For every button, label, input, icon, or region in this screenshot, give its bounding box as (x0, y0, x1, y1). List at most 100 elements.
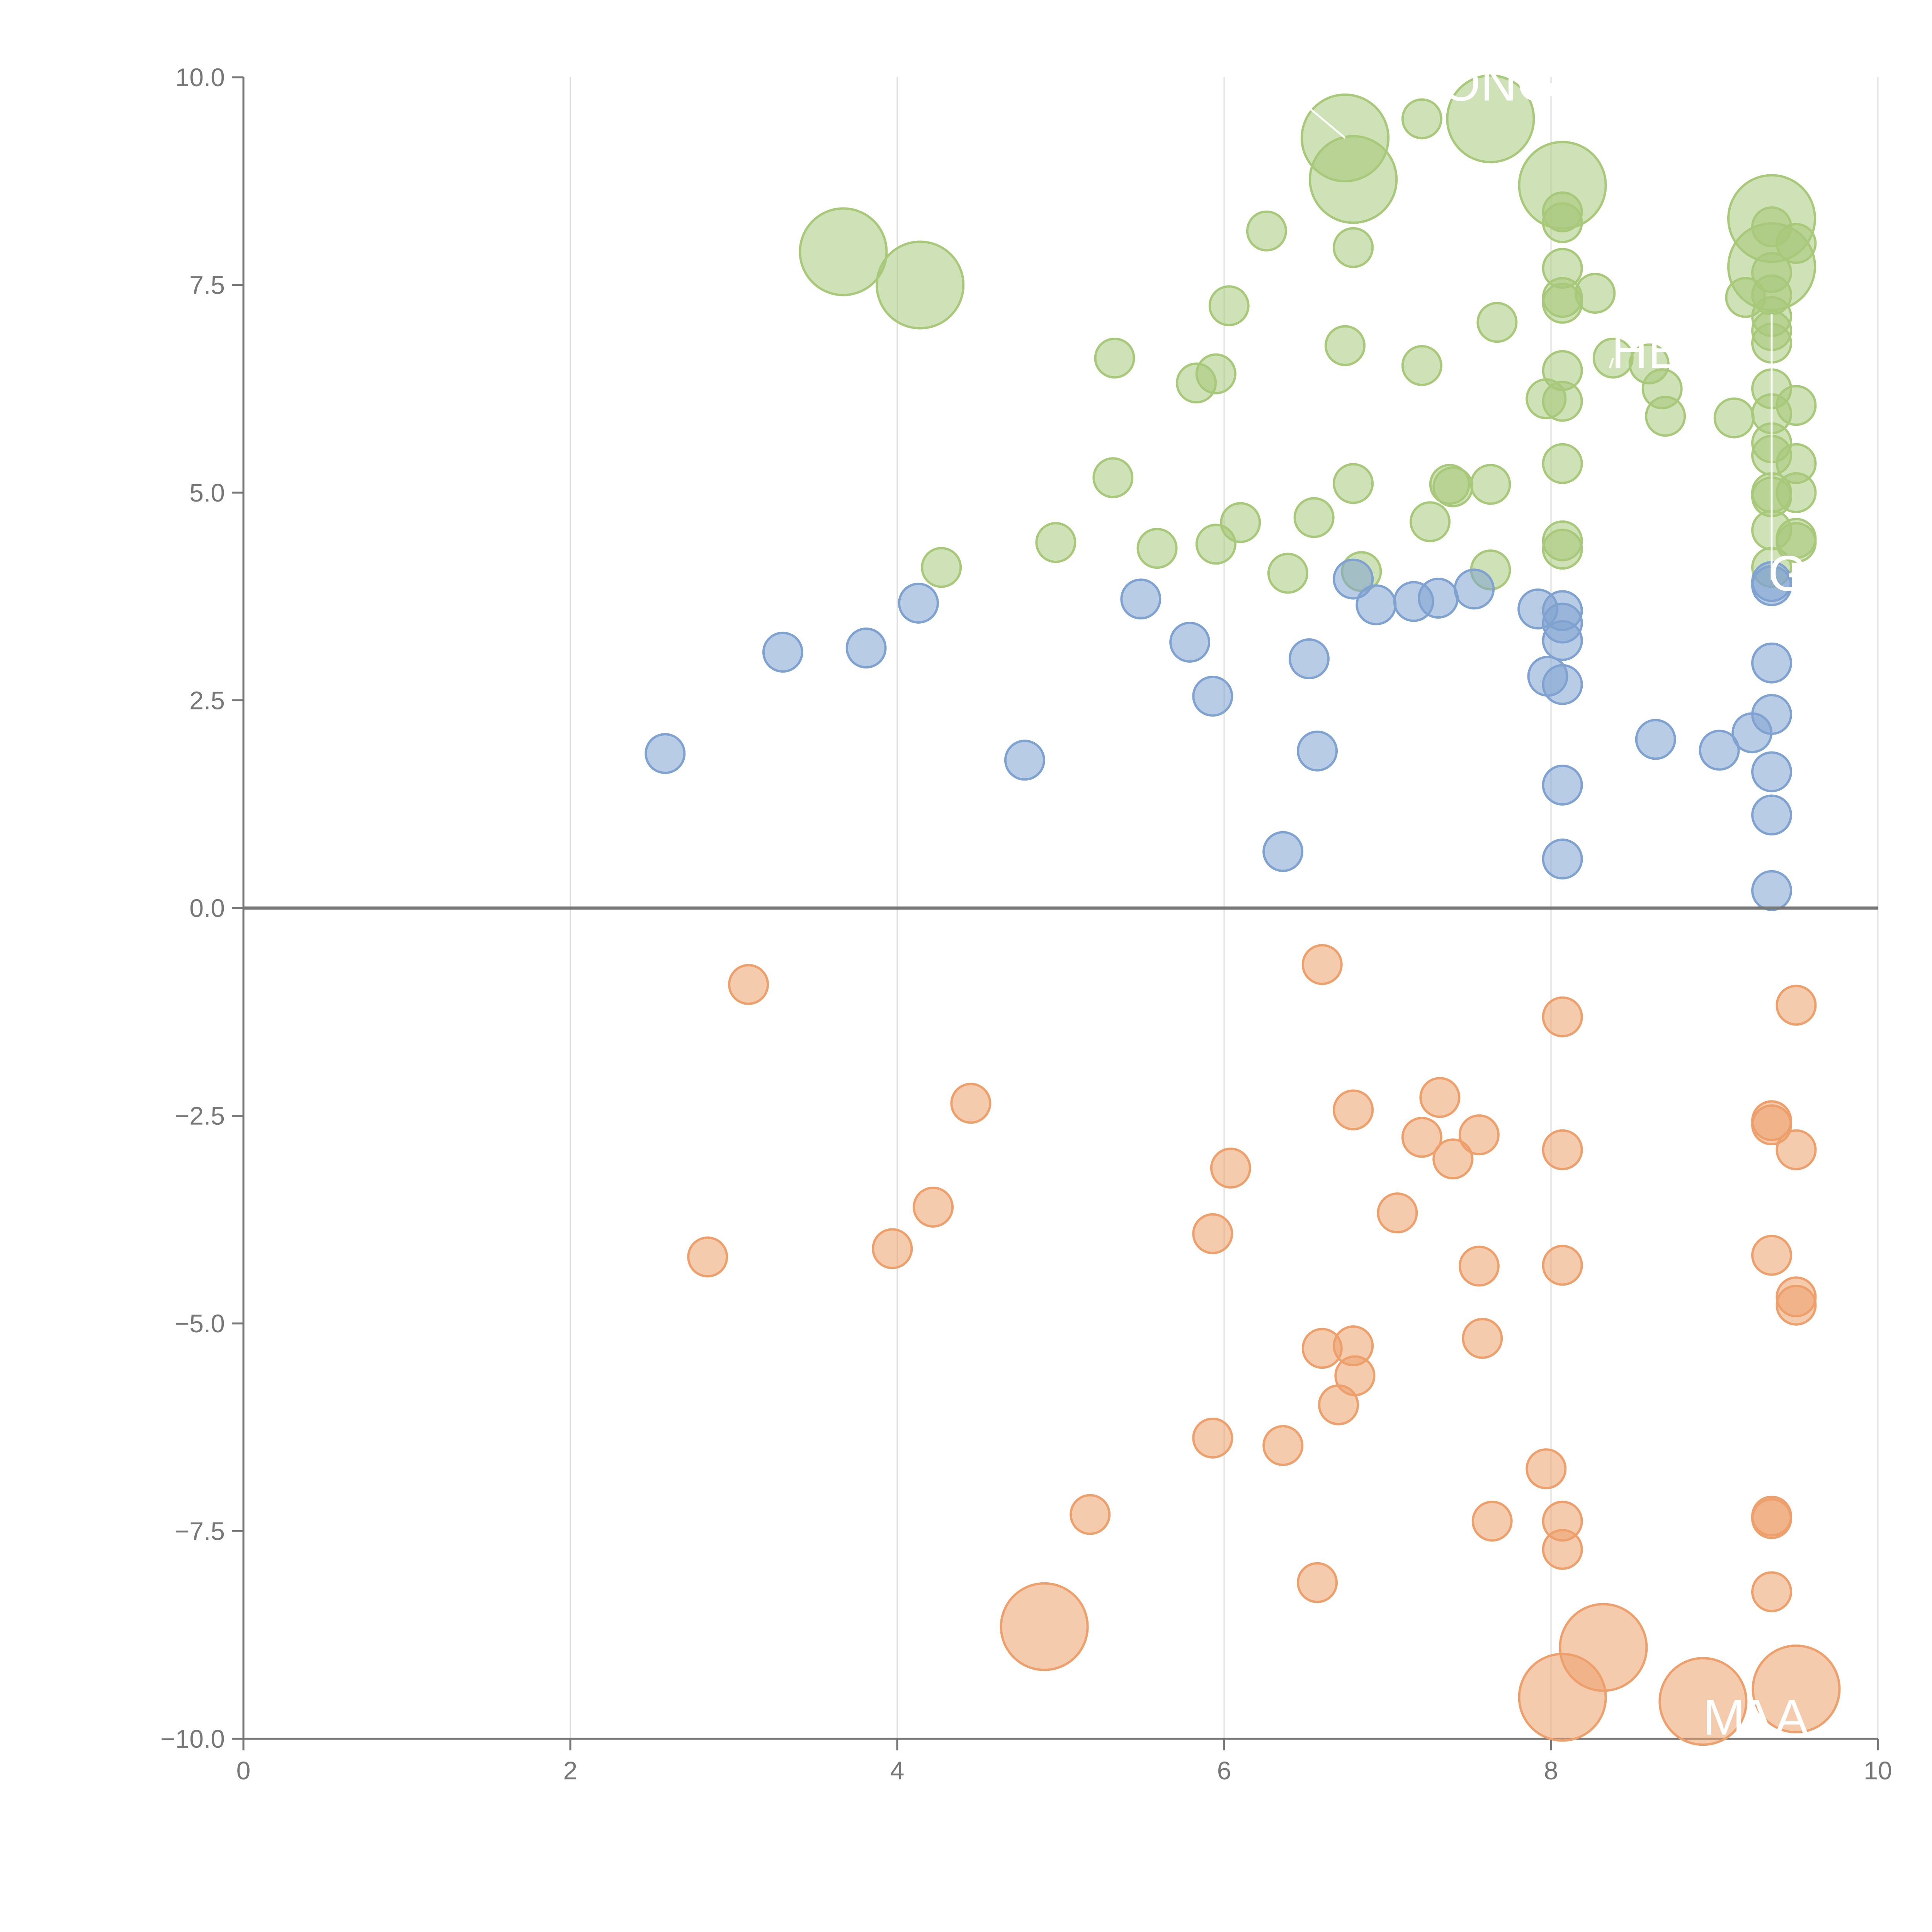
data-point-middle (898, 582, 939, 624)
data-point-low (1471, 1500, 1513, 1542)
data-point-low (1751, 1235, 1793, 1276)
data-point-middle (1454, 568, 1495, 610)
data-point-middle (1751, 751, 1793, 793)
data-point-high (799, 207, 888, 296)
x-tick-label: 10 (1864, 1756, 1892, 1785)
x-tick-label: 0 (236, 1756, 251, 1785)
data-point-middle (1699, 730, 1740, 771)
data-point-low (1542, 1529, 1583, 1570)
x-tick-label: 4 (890, 1756, 905, 1785)
data-point-high (1446, 74, 1535, 163)
data-point-middle (1635, 719, 1676, 760)
data-point-low (1776, 1129, 1817, 1170)
data-point-high (1713, 397, 1755, 439)
data-point-high (1575, 273, 1616, 314)
data-point-low (1518, 1653, 1607, 1742)
data-point-low (1297, 1562, 1338, 1603)
data-point-middle (1751, 642, 1793, 684)
data-point-high (1470, 464, 1511, 505)
data-point-middle (1542, 838, 1583, 880)
data-point-middle (1333, 558, 1374, 600)
data-point-middle (1751, 794, 1793, 836)
data-point-middle (1751, 870, 1793, 911)
data-point-low (1542, 1129, 1583, 1170)
data-point-high (1293, 497, 1335, 538)
y-tick-label: 5.0 (189, 478, 225, 507)
data-point-low (1752, 1645, 1841, 1733)
data-point-high (1476, 302, 1518, 343)
data-point-low (1419, 1077, 1461, 1118)
data-point-low (728, 964, 769, 1005)
data-point-low (1334, 1355, 1376, 1396)
y-tick-label: −10.0 (160, 1725, 225, 1753)
data-point-high (1542, 529, 1583, 570)
data-point-low (950, 1083, 992, 1124)
data-point-middle (1262, 831, 1304, 872)
data-point-high (1401, 345, 1442, 386)
data-point-middle (1355, 584, 1397, 626)
data-point-high (1542, 381, 1583, 422)
annotation-leader-line (1609, 357, 1614, 369)
data-point-low (1542, 1245, 1583, 1286)
axis-ticks: 0 2 4 6 8 10 −10.0 −7.5 −5.0 −2.5 0.0 2.5 5.0 7.5 10.0 (160, 63, 1892, 1785)
data-point-middle (1542, 664, 1583, 705)
data-point-high (1776, 522, 1817, 563)
data-point-high (1309, 135, 1398, 224)
x-tick-label: 8 (1544, 1756, 1558, 1785)
x-tick-label: 6 (1217, 1756, 1231, 1785)
data-point-high (1208, 285, 1250, 327)
data-point-middle (1120, 578, 1162, 620)
data-point-high (1776, 223, 1817, 264)
data-point-high (1035, 522, 1077, 563)
y-tick-label: −2.5 (175, 1102, 225, 1130)
y-tick-label: −5.0 (175, 1309, 225, 1338)
data-point-middle (1542, 764, 1583, 806)
data-point-high (1333, 463, 1374, 504)
data-point-low (1542, 996, 1583, 1037)
data-point-low (1210, 1147, 1251, 1189)
data-point-low (1301, 944, 1343, 985)
data-point-middle (845, 628, 887, 669)
y-tick-label: −7.5 (175, 1517, 225, 1546)
annotation-label: A (1775, 1689, 1809, 1745)
data-point-high (1542, 202, 1583, 243)
data-point-low (687, 1236, 728, 1277)
data-point-high (1645, 396, 1686, 437)
data-point-high (1409, 501, 1451, 543)
data-point-high (1195, 353, 1236, 395)
data-point-high (921, 547, 962, 588)
data-point-low (1192, 1417, 1233, 1459)
data-point-high (1333, 227, 1374, 268)
annotation-label: HE (1612, 323, 1682, 379)
data-point-low (1462, 1318, 1503, 1359)
data-point-high (1401, 98, 1442, 139)
data-point-low (1000, 1582, 1089, 1671)
data-point-middle (1418, 578, 1459, 619)
annotation-leader-line (1298, 99, 1346, 139)
annotation-label: ONG (1442, 55, 1556, 111)
data-point-high (1267, 553, 1308, 594)
data-point-low (872, 1228, 913, 1269)
data-point-low (1658, 1657, 1748, 1746)
data-point-low (1432, 1138, 1474, 1180)
data-point-high (1432, 466, 1474, 507)
annotation-label: M (1703, 1689, 1745, 1745)
data-point-middle (645, 733, 686, 774)
annotation-label: G (1769, 545, 1808, 602)
data-point-high (876, 240, 965, 330)
data-point-low (1776, 985, 1817, 1026)
data-point-high (1776, 385, 1817, 426)
data-point-high (1325, 325, 1366, 366)
data-point-low (1262, 1425, 1304, 1466)
data-point-high (1092, 457, 1134, 498)
data-point-middle (1542, 620, 1583, 661)
y-tick-label: 2.5 (189, 686, 225, 715)
data-point-middle (1169, 622, 1211, 663)
data-point-high (1776, 472, 1817, 513)
data-point-high (1542, 443, 1583, 484)
data-point-low (1333, 1089, 1374, 1131)
y-tick-label: 7.5 (189, 271, 225, 299)
data-point-low (1776, 1284, 1817, 1326)
data-point-middle (1288, 638, 1330, 679)
